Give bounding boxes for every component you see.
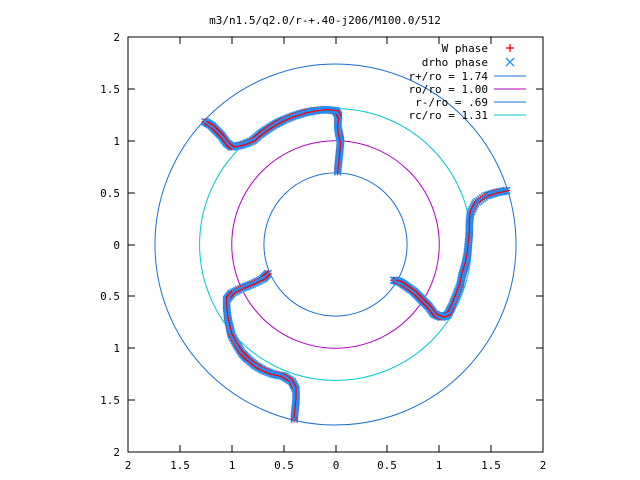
y-tick-label: 2: [113, 31, 120, 44]
y-tick-label: 0.5: [100, 187, 120, 200]
y-tick-labels: 2 1.5 1 0.5 0 0.5 1 1.5 2: [100, 31, 120, 459]
x-tick-label: 0: [333, 459, 340, 472]
legend-label-ro: ro/ro = 1.00: [409, 83, 488, 96]
chart-title: m3/n1.5/q2.0/r-+.40-j206/M100.0/512: [209, 14, 441, 27]
spiral-arm: [222, 269, 301, 424]
y-tick-label: 1: [113, 342, 120, 355]
y-tick-label: 0.5: [100, 290, 120, 303]
x-tick-label: 2: [125, 459, 132, 472]
x-tick-marks: [127, 37, 544, 452]
legend-label-r-plus: r+/ro = 1.74: [409, 70, 489, 83]
x-tick-label: 1: [436, 459, 443, 472]
x-tick-label: 1: [229, 459, 236, 472]
x-tick-label: 0.5: [377, 459, 397, 472]
circle-rro: [154, 63, 517, 426]
y-tick-label: 0: [113, 239, 120, 252]
legend-label-r-minus: r-/ro = .69: [415, 96, 488, 109]
spiral-arm: [200, 105, 345, 176]
drho-phase-point: [389, 276, 398, 285]
legend-label-w-phase: W phase: [442, 42, 488, 55]
phase-points: [200, 105, 511, 424]
spiral-arm: [389, 186, 511, 322]
y-tick-label: 1.5: [100, 83, 120, 96]
legend: W phase drho phase r+/ro = 1.74 ro/ro = …: [409, 42, 526, 122]
circle-rro: [263, 172, 408, 317]
drho-phase-point: [290, 415, 299, 424]
legend-symbol-cross: [505, 57, 515, 67]
y-tick-label: 2: [113, 446, 120, 459]
x-tick-label: 1.5: [481, 459, 501, 472]
y-tick-label: 1: [113, 135, 120, 148]
legend-label-rc: rc/ro = 1.31: [409, 109, 488, 122]
legend-symbol-plus: [506, 44, 514, 52]
y-tick-label: 1.5: [100, 394, 120, 407]
x-tick-label: 0.5: [274, 459, 294, 472]
x-tick-labels: 2 1.5 1 0.5 0 0.5 1 1.5 2: [125, 459, 547, 472]
legend-label-drho-phase: drho phase: [422, 56, 488, 69]
x-tick-label: 2: [540, 459, 547, 472]
circle-roro: [231, 140, 440, 349]
x-tick-label: 1.5: [170, 459, 190, 472]
y-tick-marks: [128, 36, 543, 453]
drho-phase-point: [200, 117, 209, 126]
